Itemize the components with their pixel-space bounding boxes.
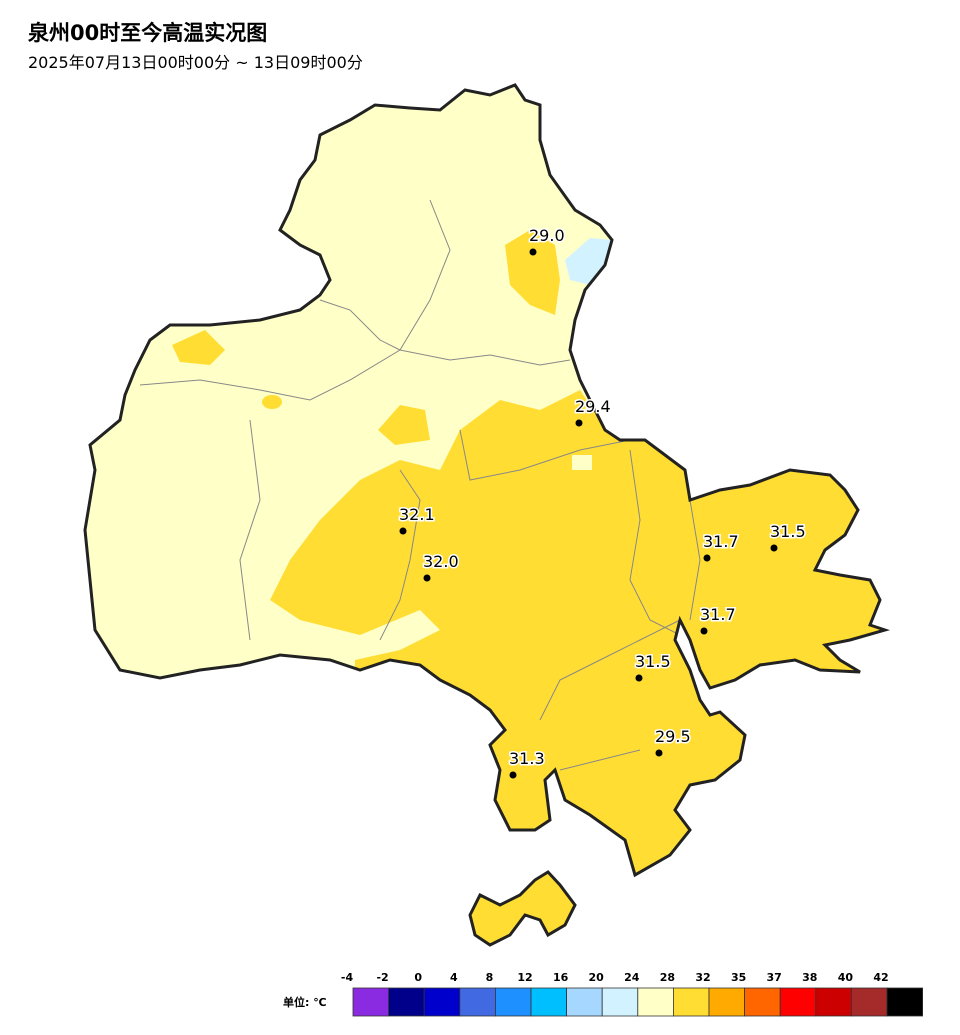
legend-tick: 12 xyxy=(517,971,532,984)
map-title: 泉州00时至今高温实况图 xyxy=(28,21,267,45)
legend-swatch xyxy=(388,987,425,1017)
legend-tick: 8 xyxy=(486,971,494,984)
legend-swatch xyxy=(459,987,496,1017)
legend-swatch xyxy=(851,987,888,1017)
map-subtitle: 2025年07月13日00时00分 ~ 13日09时00分 xyxy=(28,53,363,72)
station-dot xyxy=(770,544,778,552)
legend-tick: 16 xyxy=(553,971,569,984)
station-dot xyxy=(399,527,407,535)
legend-tick: 28 xyxy=(660,971,675,984)
legend-swatch xyxy=(886,987,923,1017)
legend-tick: 35 xyxy=(731,971,746,984)
legend-swatch xyxy=(566,987,603,1017)
legend-tick: 40 xyxy=(838,971,854,984)
legend-tick: 24 xyxy=(624,971,640,984)
station-dot xyxy=(575,419,583,427)
legend-swatch xyxy=(637,987,674,1017)
legend-swatch xyxy=(352,987,389,1017)
stations: 29.0 29.4 32.1 32.0 31.7 31.5 31.7 31.5 29.5 31.3 xyxy=(398,225,807,779)
station-value: 31.5 xyxy=(770,522,806,541)
station-value: 31.7 xyxy=(700,605,736,624)
station-value: 31.7 xyxy=(703,532,739,551)
legend-swatch xyxy=(708,987,745,1017)
county-borders xyxy=(139,199,701,771)
legend-tick: 0 xyxy=(414,971,422,984)
station-dot xyxy=(423,574,431,582)
legend-swatch xyxy=(815,987,852,1017)
station-dot xyxy=(509,771,517,779)
legend-swatch xyxy=(601,987,639,1017)
legend-tick: 42 xyxy=(873,971,888,984)
legend-tick: 38 xyxy=(802,971,817,984)
legend-swatch xyxy=(673,987,710,1017)
legend: 单位: ℃ -4 -2 0 4 8 12 16 20 24 28 32 35 37 38 40 42 xyxy=(283,971,923,1017)
station-value: 29.4 xyxy=(575,397,611,416)
station-value: 31.3 xyxy=(509,749,545,768)
legend-swatch xyxy=(530,987,567,1017)
legend-swatch xyxy=(494,987,532,1017)
legend-swatch xyxy=(779,987,817,1017)
legend-swatch xyxy=(423,987,461,1017)
station-dot xyxy=(703,554,711,562)
station-value: 29.0 xyxy=(529,226,565,245)
legend-unit: 单位: ℃ xyxy=(283,995,327,1009)
station-value: 31.5 xyxy=(635,652,671,671)
station-dot xyxy=(700,627,708,635)
legend-tick: -4 xyxy=(341,971,354,984)
station-value: 32.1 xyxy=(399,505,435,524)
station-dot xyxy=(529,248,537,256)
legend-tick: 37 xyxy=(767,971,782,984)
legend-tick: -2 xyxy=(376,971,388,984)
legend-tick: 4 xyxy=(450,971,458,984)
legend-swatch xyxy=(744,987,781,1017)
station-dot xyxy=(635,674,643,682)
station-dot xyxy=(655,749,663,757)
legend-tick: 32 xyxy=(695,971,710,984)
station-value: 32.0 xyxy=(423,552,459,571)
station-value: 29.5 xyxy=(655,727,691,746)
legend-tick: 20 xyxy=(589,971,605,984)
